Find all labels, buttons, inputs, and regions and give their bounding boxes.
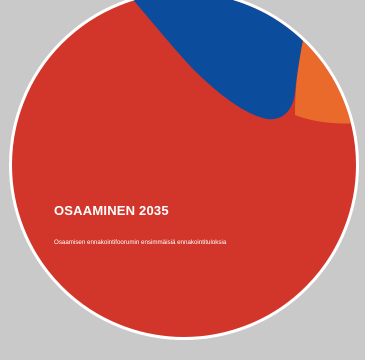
- blue-shape: [133, 0, 311, 120]
- cover-disc: [9, 0, 359, 340]
- cover-title: OSAAMINEN 2035: [54, 203, 169, 218]
- cover-subtitle: Osaamisen ennakointifoorumin ensimmäisiä…: [54, 239, 227, 246]
- cover-graphic: [133, 0, 356, 124]
- orange-shape: [295, 38, 356, 124]
